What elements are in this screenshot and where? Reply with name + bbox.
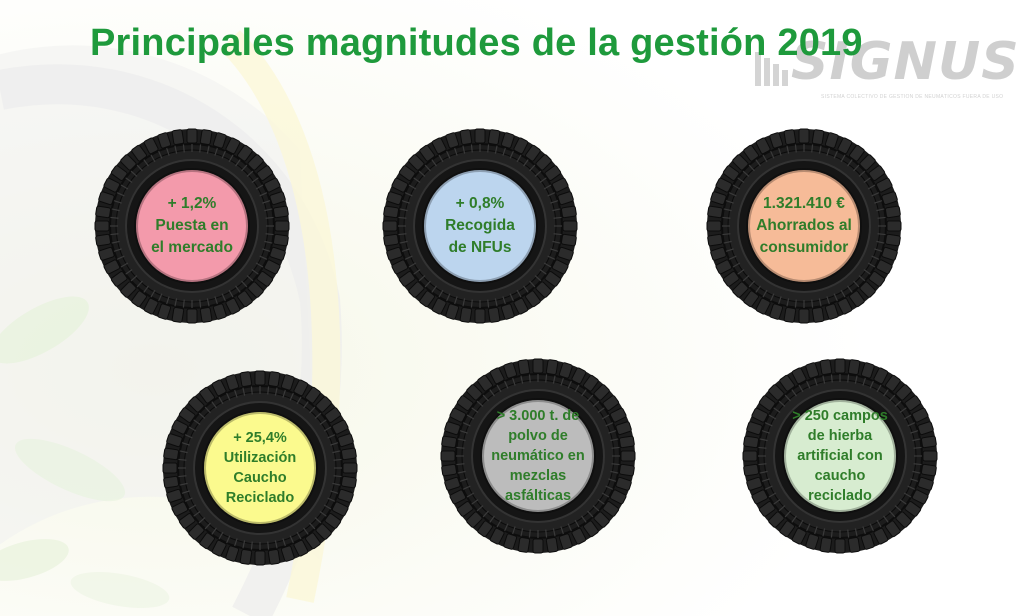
metric-asphalt-label-1: polvo de	[508, 428, 568, 444]
metric-artificial-turf-label-2: artificial con	[797, 448, 883, 464]
metric-tire-savings: 1.321.410 € Ahorrados al consumidor	[706, 128, 902, 324]
metric-collection-badge: + 0,8% Recogida de NFUs	[424, 170, 536, 282]
metric-recycled-rubber-label-3: Reciclado	[225, 490, 295, 506]
metric-tire-collection: + 0,8% Recogida de NFUs	[382, 128, 578, 324]
metric-tire-recycled-rubber: + 25,4% Utilización Caucho Reciclado	[162, 370, 358, 566]
metric-savings-value: 1.321.410 €	[763, 195, 845, 213]
metric-savings-label-1: Ahorrados al	[756, 217, 852, 235]
logo-tagline: SISTEMA COLECTIVO DE GESTIÓN DE NEUMÁTIC…	[821, 94, 1004, 100]
metric-artificial-turf-label-1: de hierba	[807, 428, 873, 444]
metric-asphalt-label-4: asfálticas	[504, 488, 572, 504]
metric-savings-badge: 1.321.410 € Ahorrados al consumidor	[748, 170, 860, 282]
metric-market-value: + 1,2%	[167, 195, 217, 213]
page-title: Principales magnitudes de la gestión 201…	[90, 22, 863, 64]
metric-asphalt-label-2: neumático en	[491, 448, 585, 464]
metric-recycled-rubber-badge: + 25,4% Utilización Caucho Reciclado	[204, 412, 316, 524]
metric-tire-artificial-turf: > 250 campos de hierba artificial con ca…	[742, 358, 938, 554]
metric-collection-value: + 0,8%	[455, 195, 505, 213]
metric-asphalt-value: > 3.000 t. de	[496, 408, 580, 424]
metric-savings-label-2: consumidor	[759, 238, 849, 256]
metric-asphalt-badge: > 3.000 t. de polvo de neumático en mezc…	[482, 400, 594, 512]
metric-tire-asphalt: > 3.000 t. de polvo de neumático en mezc…	[440, 358, 636, 554]
metric-artificial-turf-label-3: caucho	[814, 468, 866, 484]
metric-asphalt-label-3: mezclas	[509, 468, 567, 484]
metric-market-label-2: el mercado	[151, 238, 233, 256]
metric-recycled-rubber-label-2: Caucho	[233, 470, 287, 486]
metric-artificial-turf-label-4: reciclado	[808, 488, 872, 504]
metric-tire-market: + 1,2% Puesta en el mercado	[94, 128, 290, 324]
metric-market-badge: + 1,2% Puesta en el mercado	[136, 170, 248, 282]
metric-collection-label-1: Recogida	[445, 217, 515, 235]
metric-market-label-1: Puesta en	[155, 217, 229, 235]
metric-collection-label-2: de NFUs	[448, 238, 512, 256]
metric-artificial-turf-value: > 250 campos	[792, 408, 888, 424]
metric-artificial-turf-badge: > 250 campos de hierba artificial con ca…	[784, 400, 896, 512]
metric-recycled-rubber-value: + 25,4%	[233, 430, 287, 446]
metric-recycled-rubber-label-1: Utilización	[223, 450, 297, 466]
